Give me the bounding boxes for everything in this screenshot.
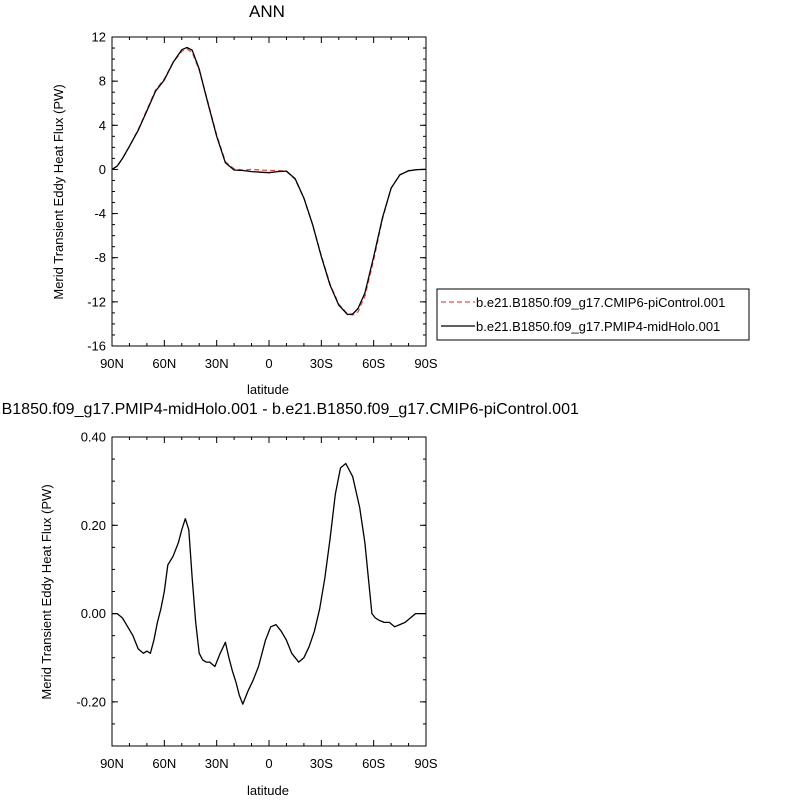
top-x-tick-label: 60S [362, 356, 385, 371]
top-x-tick-label: 30S [310, 356, 333, 371]
top-plot-frame [111, 36, 427, 347]
top-tick-marks [111, 36, 427, 347]
top-y-tick-labels: 12 8 4 0 -4 -8 -12 -16 [87, 30, 106, 354]
top-y-tick-label: 12 [92, 30, 106, 45]
top-x-tick-labels: 90N 60N 30N 0 30S 60S 90S [100, 356, 438, 371]
bottom-x-tick-label: 30S [310, 756, 333, 771]
bottom-y-tick-labels: 0.40 0.20 0.00 -0.20 [76, 430, 106, 710]
top-series-line-1 [111, 46, 427, 316]
bottom-y-tick-label: -0.20 [76, 694, 106, 709]
bottom-x-tick-label: 90N [100, 756, 124, 771]
top-x-tick-label: 60N [152, 356, 176, 371]
top-series-lines [111, 46, 427, 316]
bottom-tick-marks [111, 436, 427, 747]
bottom-x-tick-label: 90S [414, 756, 437, 771]
bottom-series-lines [112, 462, 426, 705]
top-title: ANN [249, 2, 285, 21]
top-y-tick-label: 0 [99, 162, 106, 177]
bottom-y-axis-label: Merid Transient Eddy Heat Flux (PW) [39, 484, 54, 699]
bottom-x-tick-label: 60N [152, 756, 176, 771]
bottom-plot-frame [111, 436, 427, 747]
top-x-tick-label: 90S [414, 356, 437, 371]
top-panel: ANN 90N 60N 30N 0 30S 60S 90S 12840-4-8-12-16 … [51, 2, 750, 397]
legend-label-picontrol: b.e21.B1850.f09_g17.CMIP6-piControl.001 [476, 295, 725, 310]
top-x-tick-label: 90N [100, 356, 124, 371]
top-y-tick-label: 4 [99, 118, 106, 133]
top-x-axis-label: latitude [247, 382, 289, 397]
legend: b.e21.B1850.f09_g17.CMIP6-piControl.001 … [436, 288, 750, 341]
legend-label-midholo: b.e21.B1850.f09_g17.PMIP4-midHolo.001 [476, 319, 720, 334]
top-y-axis-label: Merid Transient Eddy Heat Flux (PW) [51, 84, 66, 299]
bottom-panel: b.e21.B1850.f09_g17.PMIP4-midHolo.001 - … [0, 401, 579, 798]
top-y-tick-label: -4 [94, 206, 106, 221]
bottom-x-tick-label: 30N [205, 756, 229, 771]
bottom-title: b.e21.B1850.f09_g17.PMIP4-midHolo.001 - … [0, 401, 579, 418]
top-y-tick-label: 8 [99, 74, 106, 89]
bottom-x-tick-label: 0 [265, 756, 272, 771]
top-x-tick-label: 0 [265, 356, 272, 371]
bottom-y-tick-label: 0.00 [81, 606, 106, 621]
bottom-x-axis-label: latitude [247, 783, 289, 798]
top-x-tick-label: 30N [205, 356, 229, 371]
top-y-tick-label: -8 [94, 250, 106, 265]
bottom-y-tick-label: 0.20 [81, 518, 106, 533]
bottom-series-line-0 [112, 462, 426, 705]
top-y-tick-label: -16 [87, 339, 106, 354]
bottom-x-tick-labels: 90N 60N 30N 0 30S 60S 90S [100, 756, 438, 771]
top-series-line-0 [111, 48, 427, 316]
bottom-y-tick-label: 0.40 [81, 430, 106, 445]
legend-box [436, 288, 750, 341]
top-y-tick-label: -12 [87, 294, 106, 309]
bottom-x-tick-label: 60S [362, 756, 385, 771]
